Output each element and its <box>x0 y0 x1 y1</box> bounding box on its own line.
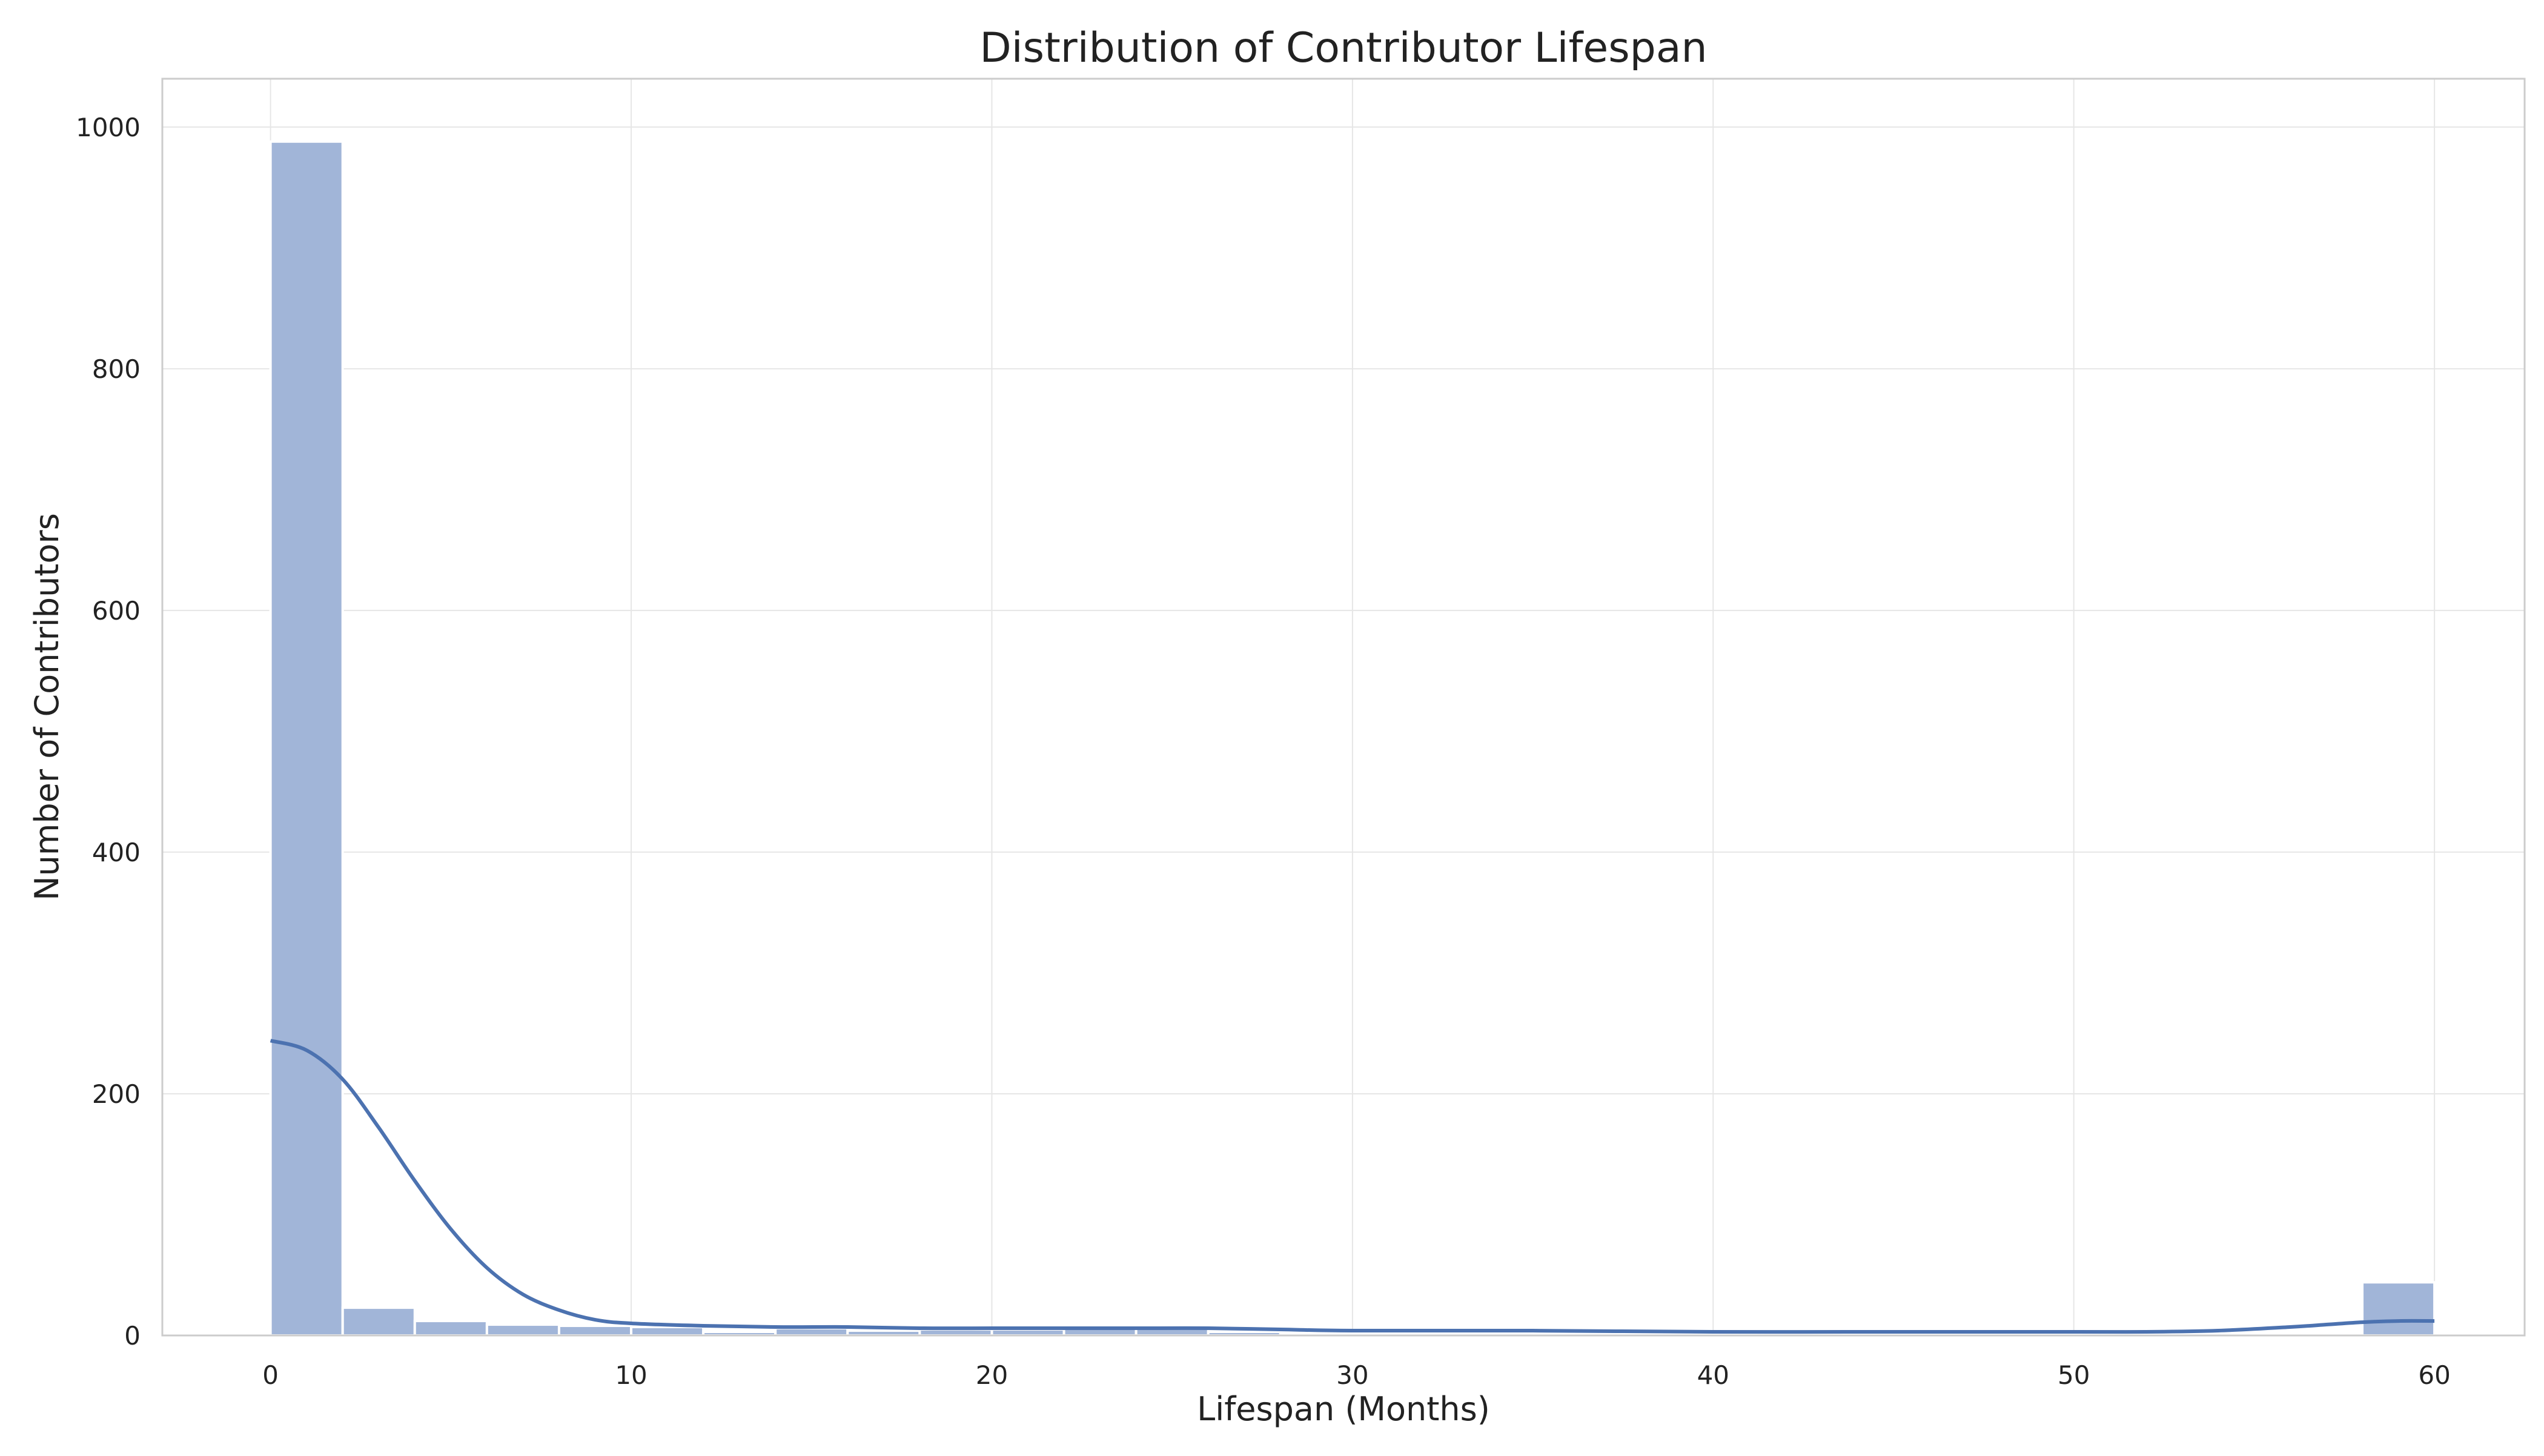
grid-lines <box>162 79 2525 1336</box>
histogram-bar <box>485 1323 560 1337</box>
histogram-bar <box>774 1327 849 1337</box>
histogram-bar <box>413 1320 488 1337</box>
kde-line <box>270 1039 2435 1334</box>
x-axis-ticks: 0 10 20 30 40 50 60 <box>262 1360 2451 1390</box>
y-tick-label: 0 <box>124 1321 141 1351</box>
y-axis-label: Number of Contributors <box>28 513 66 901</box>
y-tick-label: 800 <box>92 354 141 384</box>
x-tick-label: 40 <box>1697 1360 1729 1390</box>
plot-frame <box>161 78 2526 1337</box>
histogram-bar <box>341 1306 416 1337</box>
histogram-bar <box>630 1326 705 1337</box>
x-tick-label: 10 <box>615 1360 647 1390</box>
x-tick-label: 0 <box>262 1360 279 1390</box>
histogram-bar <box>557 1325 633 1337</box>
x-tick-label: 30 <box>1336 1360 1368 1390</box>
chart-title: Distribution of Contributor Lifespan <box>979 24 1707 72</box>
histogram-bar <box>269 140 344 1337</box>
y-tick-label: 1000 <box>76 113 141 142</box>
y-tick-label: 200 <box>92 1079 141 1109</box>
x-tick-label: 20 <box>976 1360 1008 1390</box>
x-tick-label: 60 <box>2418 1360 2450 1390</box>
y-tick-label: 400 <box>92 838 141 867</box>
x-axis-label: Lifespan (Months) <box>1197 1390 1490 1428</box>
histogram-bar <box>2361 1281 2436 1337</box>
plot-background <box>162 79 2525 1335</box>
kde-curve-group <box>270 1039 2435 1334</box>
histogram-bars <box>269 140 2436 1337</box>
y-axis-ticks: 0 200 400 600 800 1000 <box>76 113 141 1351</box>
x-tick-label: 50 <box>2058 1360 2090 1390</box>
y-tick-label: 600 <box>92 596 141 626</box>
